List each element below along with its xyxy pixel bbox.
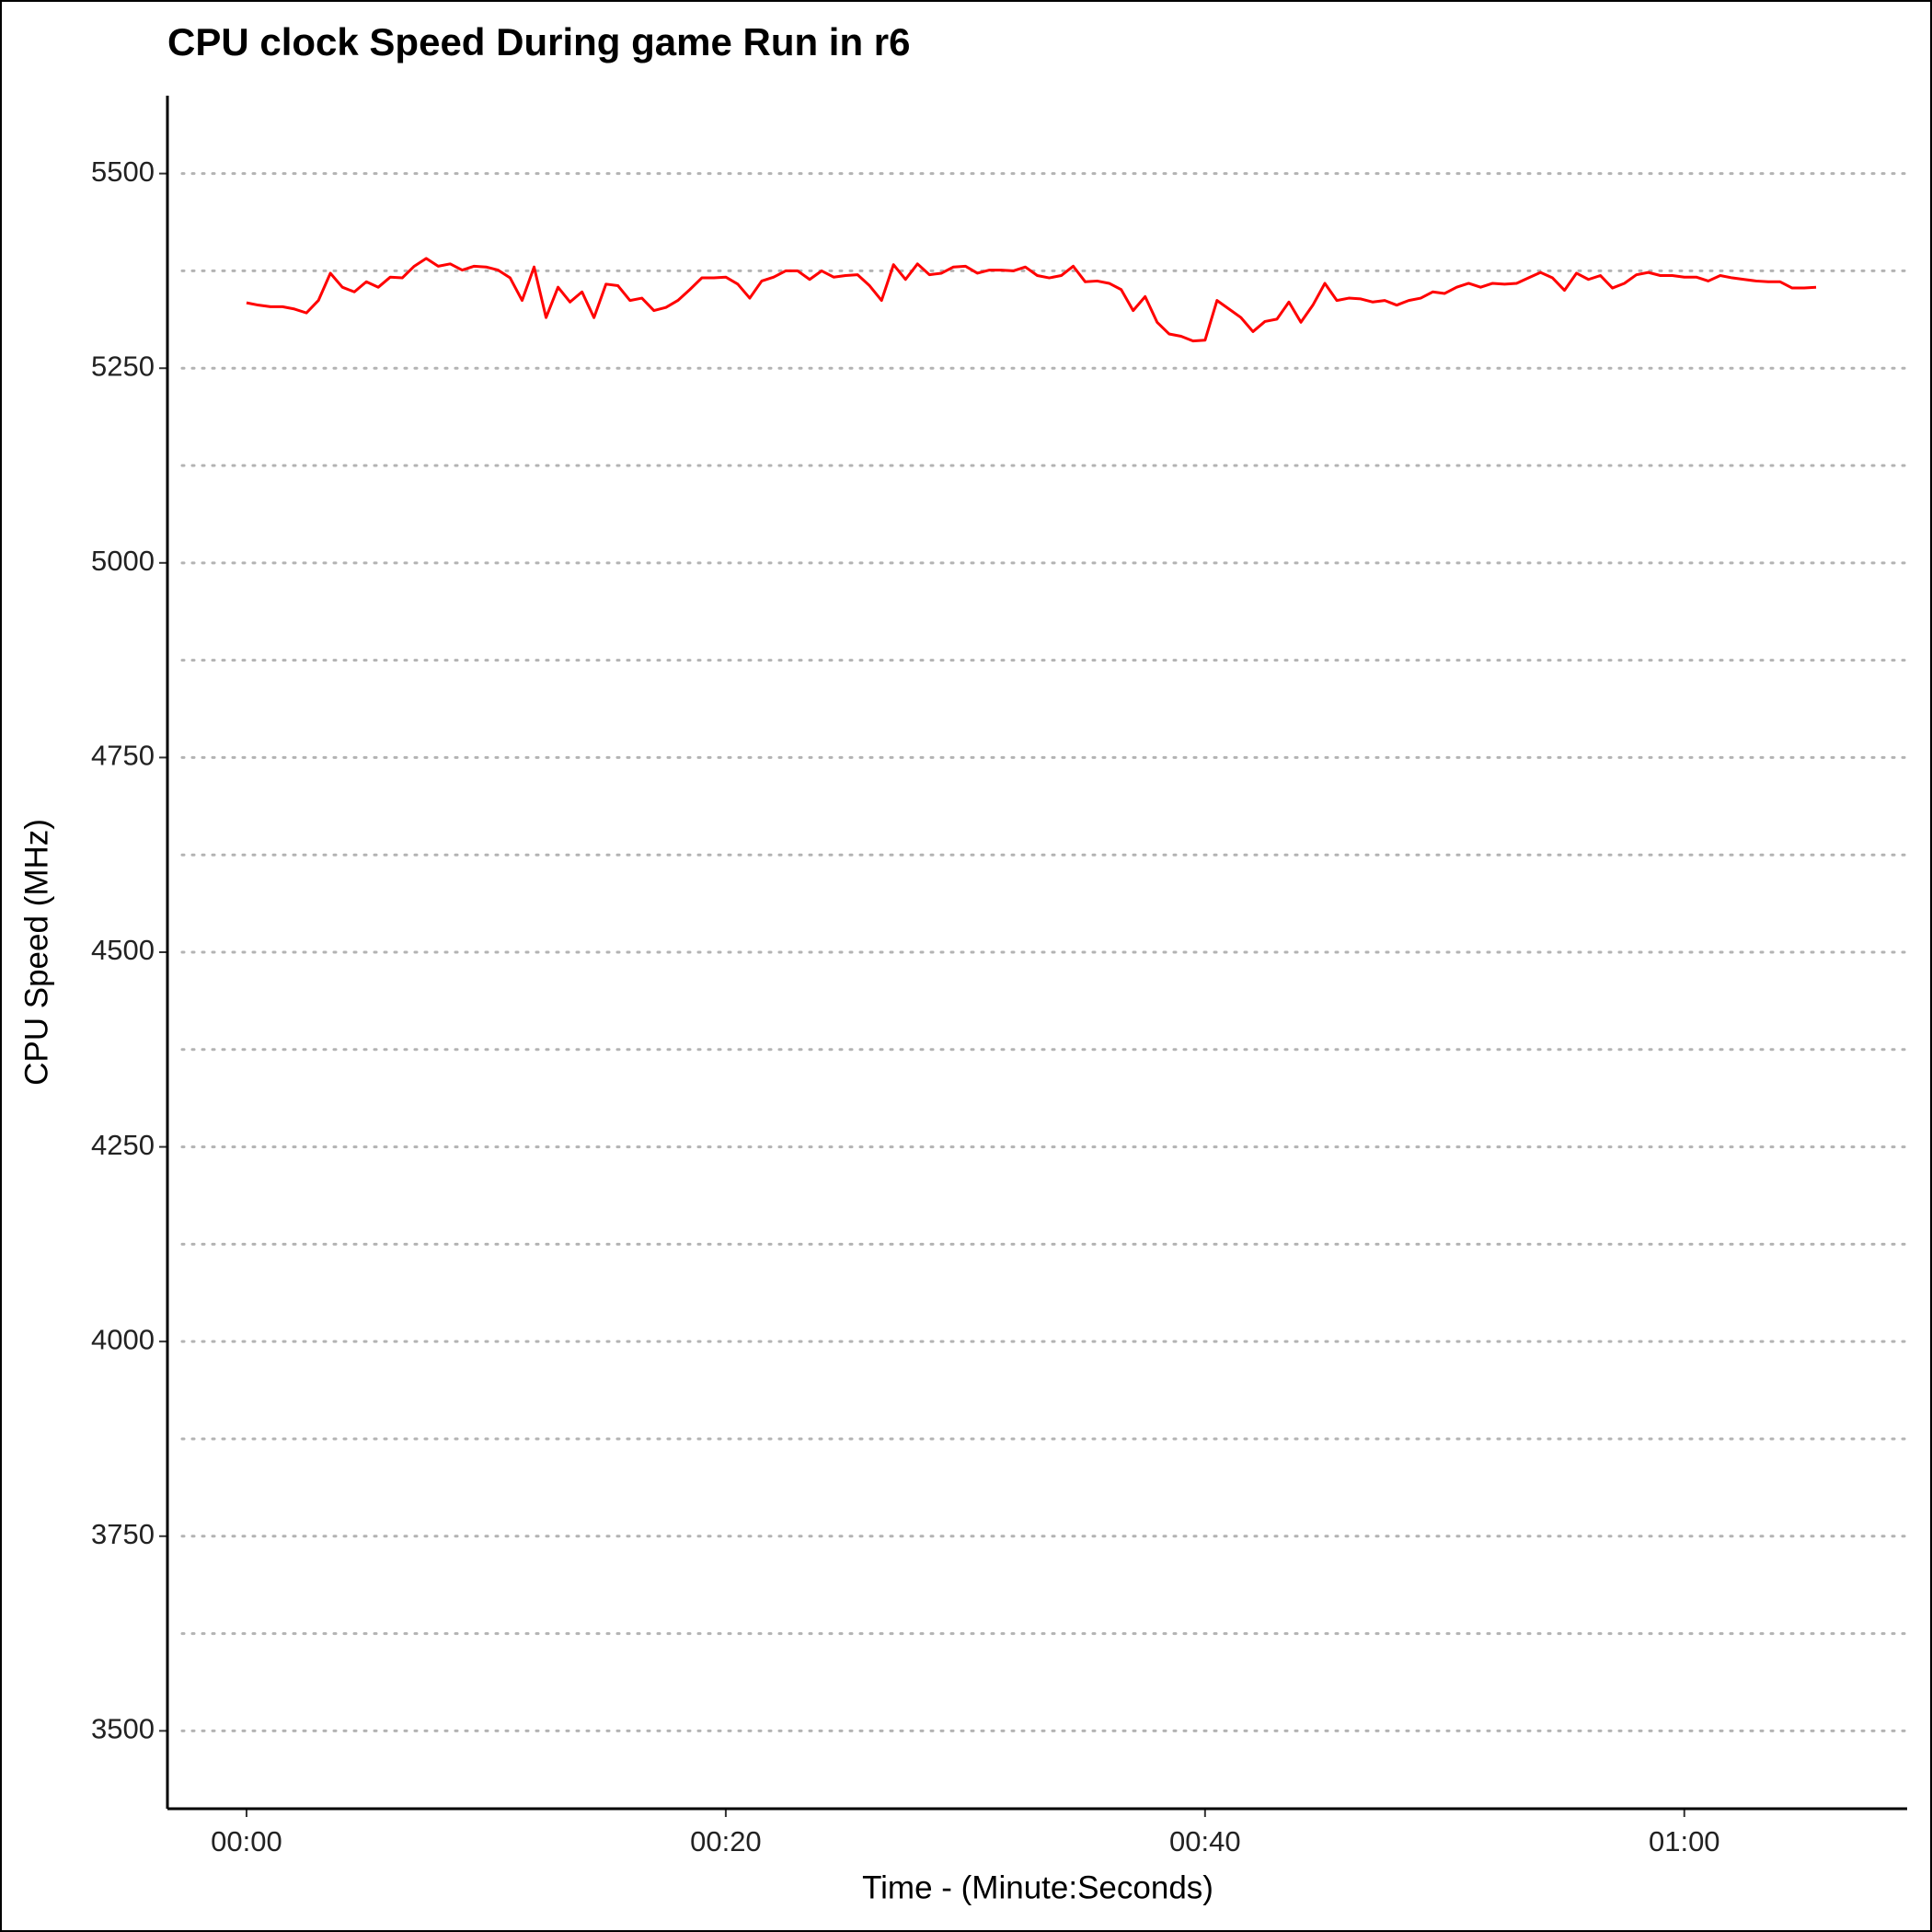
y-tick-label: 3500 [91,1713,155,1745]
y-tick-label: 4750 [91,740,155,772]
y-tick-label: 5250 [91,350,155,382]
y-tick-label: 5500 [91,155,155,188]
x-tick-label: 00:00 [211,1825,282,1857]
x-tick-label: 00:20 [690,1825,762,1857]
y-tick-label: 4250 [91,1129,155,1161]
x-tick-label: 00:40 [1169,1825,1241,1857]
y-tick-label: 3750 [91,1518,155,1550]
y-tick-label: 4000 [91,1323,155,1355]
y-axis-title: CPU Speed (MHz) [18,819,54,1086]
x-axis-title: Time - (Minute:Seconds) [862,1869,1213,1905]
chart-title: CPU clock Speed During game Run in r6 [167,20,911,63]
y-tick-label: 5000 [91,545,155,577]
x-tick-label: 01:00 [1649,1825,1720,1857]
data-line [246,257,1817,343]
y-tick-label: 4500 [91,934,155,966]
